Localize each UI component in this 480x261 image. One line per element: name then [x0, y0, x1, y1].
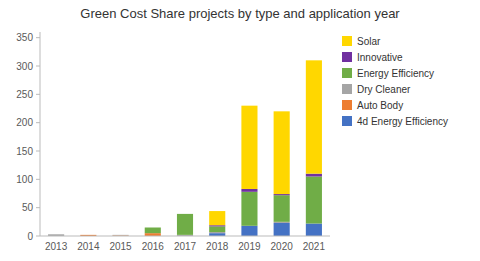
bar-segment: [48, 234, 64, 235]
bar-segment: [241, 226, 257, 236]
x-tick-label: 2018: [206, 241, 229, 252]
y-tick-label: 0: [27, 231, 33, 242]
x-tick-label: 2015: [109, 241, 132, 252]
bar-segment: [241, 192, 257, 226]
legend-label: Dry Cleaner: [357, 84, 411, 95]
x-tick-label: 2014: [77, 241, 100, 252]
bar-segment: [80, 234, 96, 235]
legend-label: Energy Efficiency: [357, 68, 434, 79]
legend-swatch: [342, 52, 352, 62]
bar-segment: [241, 189, 257, 192]
bar-segment: [80, 234, 96, 235]
bar-segment: [306, 177, 322, 224]
legend-swatch: [342, 68, 352, 78]
y-axis-line: [40, 32, 41, 236]
bar-segment: [274, 222, 290, 223]
bars: [48, 60, 322, 236]
bar-segment: [113, 234, 129, 235]
legend-swatch: [342, 36, 352, 46]
x-tick-label: 2020: [271, 241, 294, 252]
bar-segment: [209, 226, 225, 232]
y-tick-label: 150: [16, 146, 33, 157]
legend-swatch: [342, 116, 352, 126]
bar-segment: [209, 225, 225, 226]
bar-segment: [80, 234, 96, 235]
bar-segment: [177, 214, 193, 235]
bar-segment: [209, 211, 225, 225]
y-tick-label: 300: [16, 61, 33, 72]
bar-segment: [80, 234, 96, 235]
y-tick: [36, 122, 40, 123]
y-tick: [36, 236, 40, 237]
legend-swatch: [342, 84, 352, 94]
series-bars: [145, 177, 322, 235]
x-axis-line: [40, 236, 330, 237]
series-bars: [209, 174, 322, 227]
y-tick: [36, 179, 40, 180]
y-tick-label: 50: [22, 202, 34, 213]
y-tick: [36, 151, 40, 152]
bar-segment: [177, 213, 193, 214]
legend: Solar Innovative Energy Efficiency Dry Clea…: [342, 36, 448, 127]
bar-segment: [209, 233, 225, 234]
y-tick: [36, 94, 40, 95]
y-tick: [36, 66, 40, 67]
legend-label: 4d Energy Efficiency: [357, 116, 448, 127]
series-bars: [209, 60, 322, 225]
chart-svg: Green Cost Share projects by type and ap…: [0, 0, 480, 261]
bar-segment: [209, 232, 225, 233]
bar-segment: [145, 228, 161, 234]
y-tick-label: 350: [16, 32, 33, 43]
bar-segment: [177, 213, 193, 214]
legend-label: Innovative: [357, 52, 403, 63]
bar-segment: [274, 195, 290, 222]
y-tick: [36, 207, 40, 208]
chart-title: Green Cost Share projects by type and ap…: [80, 6, 400, 21]
y-tick-label: 100: [16, 174, 33, 185]
legend-label: Auto Body: [357, 100, 403, 111]
x-tick-label: 2019: [238, 241, 261, 252]
bar-segment: [113, 234, 129, 235]
bar-segment: [306, 224, 322, 236]
bar-segment: [145, 227, 161, 228]
bar-segment: [274, 111, 290, 194]
bar-segment: [306, 60, 322, 173]
y-tick-label: 200: [16, 117, 33, 128]
x-tick-label: 2017: [174, 241, 197, 252]
y-tick-label: 250: [16, 89, 33, 100]
bar-segment: [274, 194, 290, 195]
bar-segment: [241, 106, 257, 189]
bar-segment: [306, 174, 322, 177]
x-tick-label: 2016: [142, 241, 165, 252]
bar-segment: [113, 234, 129, 235]
chart-container: Green Cost Share projects by type and ap…: [0, 0, 480, 261]
bar-segment: [145, 227, 161, 228]
y-tick: [36, 37, 40, 38]
bar-segment: [274, 222, 290, 223]
series-bars: [209, 223, 322, 236]
x-tick-label: 2021: [303, 241, 326, 252]
legend-label: Solar: [357, 36, 381, 47]
bar-segment: [48, 234, 64, 235]
x-tick-label: 2013: [45, 241, 68, 252]
bar-segment: [274, 223, 290, 236]
bar-segment: [48, 234, 64, 235]
legend-swatch: [342, 100, 352, 110]
